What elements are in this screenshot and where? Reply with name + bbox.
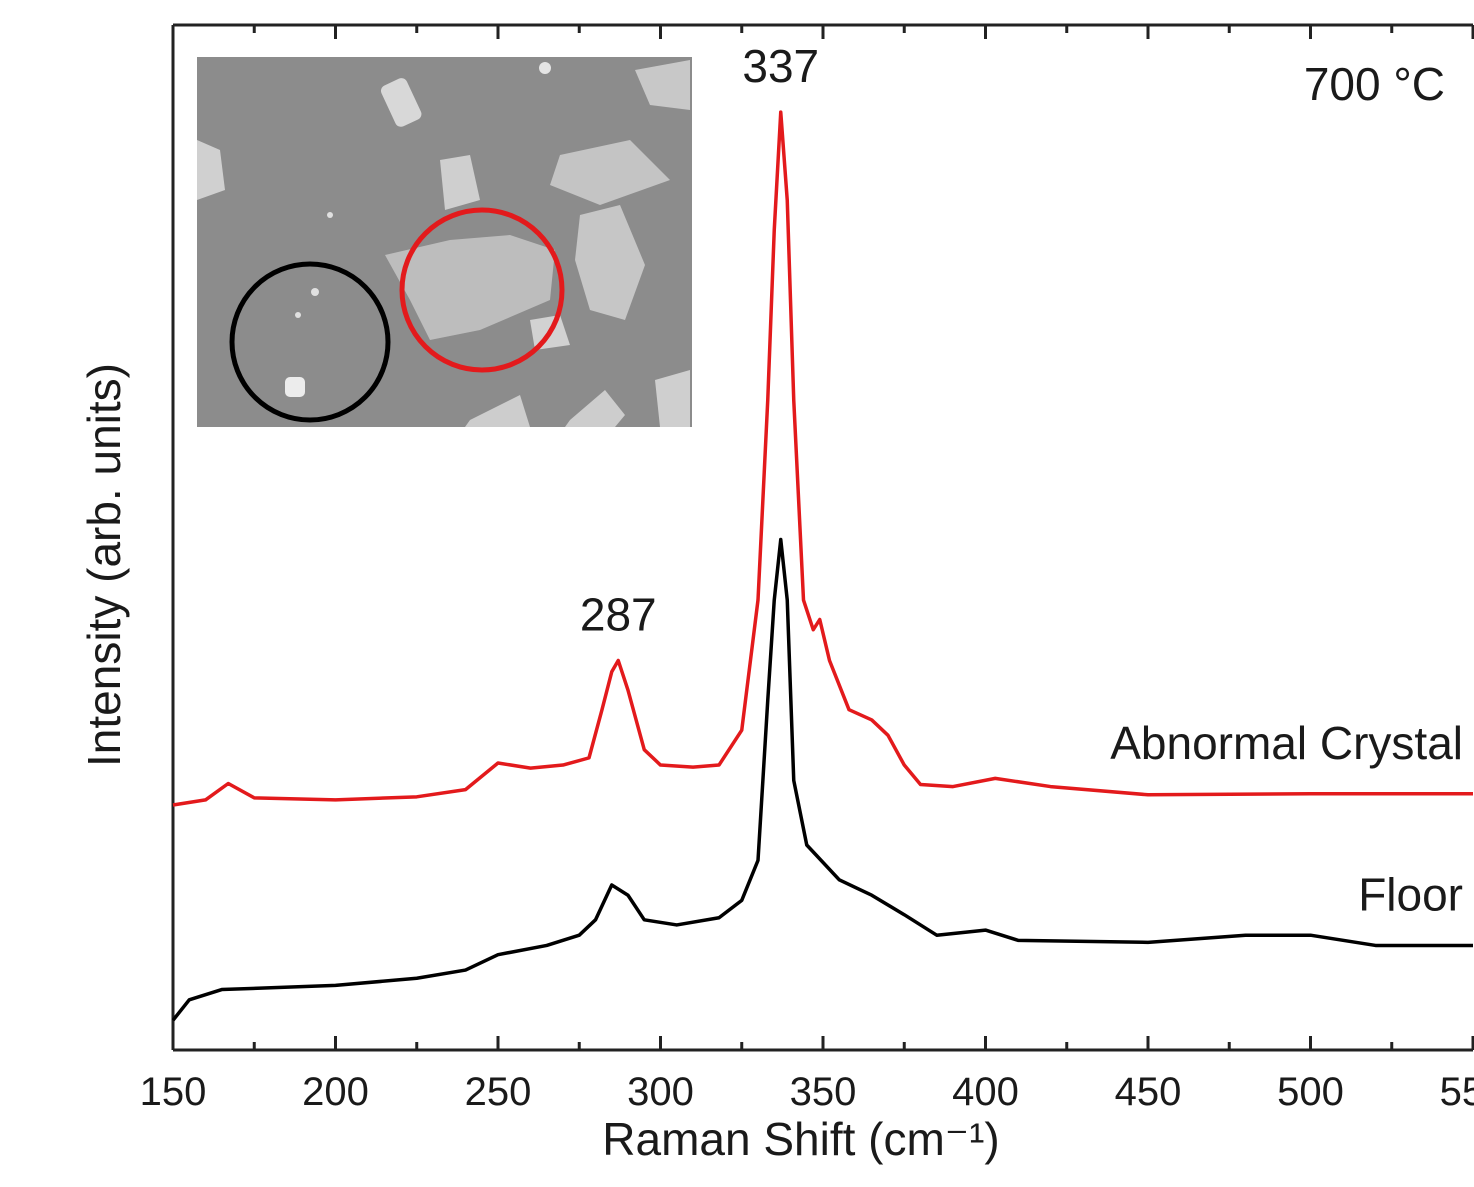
series-label: Abnormal Crystal (1110, 717, 1463, 769)
series-line (171, 537, 1473, 1022)
x-tick-label: 350 (790, 1070, 857, 1114)
temperature-annotation: 700 °C (1304, 58, 1445, 110)
x-axis-label: Raman Shift (cm⁻¹) (602, 1113, 999, 1165)
peak-label: 337 (742, 40, 819, 92)
x-tick-label: 550 (1440, 1070, 1474, 1114)
y-axis-label: Intensity (arb. units) (78, 363, 130, 767)
sem-inset (197, 57, 692, 427)
peak-label: 287 (580, 589, 657, 641)
x-tick-label: 200 (302, 1070, 369, 1114)
x-tick-label: 300 (627, 1070, 694, 1114)
x-tick-label: 150 (140, 1070, 207, 1114)
x-tick-label: 400 (952, 1070, 1019, 1114)
series-label: Floor (1358, 868, 1463, 920)
x-tick-label: 450 (1115, 1070, 1182, 1114)
x-tick-label: 250 (465, 1070, 532, 1114)
x-tick-label: 500 (1277, 1070, 1344, 1114)
series-line (172, 110, 1473, 807)
